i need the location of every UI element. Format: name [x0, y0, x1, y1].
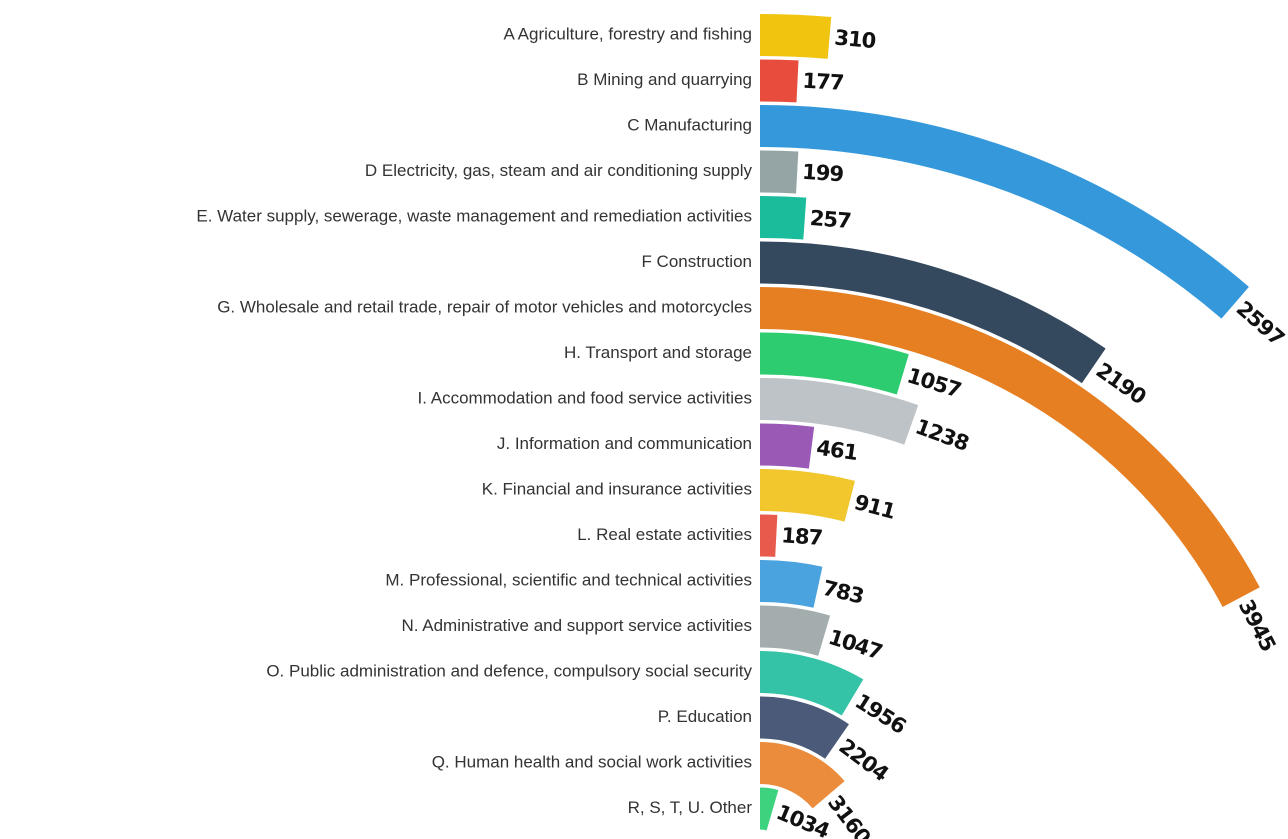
category-label: G. Wholesale and retail trade, repair of… — [217, 297, 752, 316]
category-label: M. Professional, scientific and technica… — [385, 570, 752, 589]
category-label: O. Public administration and defence, co… — [266, 661, 752, 680]
value-label: 461 — [815, 436, 859, 465]
category-label: K. Financial and insurance activities — [482, 479, 752, 498]
bar — [760, 150, 799, 194]
bar — [760, 196, 807, 240]
value-label: 187 — [781, 523, 823, 550]
value-label: 2204 — [834, 734, 892, 786]
bar — [760, 560, 823, 608]
category-label: N. Administrative and support service ac… — [401, 616, 752, 635]
bar — [760, 787, 779, 831]
category-label: F Construction — [641, 252, 752, 271]
bar — [760, 605, 831, 656]
value-label: 177 — [802, 69, 844, 95]
category-label: Q. Human health and social work activiti… — [432, 752, 752, 771]
bar — [760, 14, 832, 59]
value-label: 2597 — [1232, 296, 1288, 350]
value-label: 1238 — [912, 414, 972, 455]
category-label: P. Education — [658, 707, 752, 726]
value-label: 1047 — [826, 625, 885, 664]
category-label: B Mining and quarrying — [577, 70, 752, 89]
value-label: 3160 — [823, 791, 875, 839]
value-label: 1956 — [851, 689, 910, 739]
bar — [760, 59, 799, 103]
bar — [760, 287, 1260, 607]
category-label: J. Information and communication — [497, 434, 752, 453]
category-label: H. Transport and storage — [564, 343, 752, 362]
value-label: 257 — [809, 206, 852, 233]
value-label: 1057 — [904, 363, 963, 402]
value-label: 911 — [852, 490, 898, 524]
bar — [760, 696, 849, 759]
category-label: D Electricity, gas, steam and air condit… — [365, 161, 753, 180]
bar — [760, 514, 778, 557]
value-label: 783 — [820, 576, 865, 609]
bar — [760, 378, 919, 445]
bar — [760, 650, 864, 716]
category-label: R, S, T, U. Other — [628, 798, 753, 817]
category-label: C Manufacturing — [627, 115, 752, 134]
value-label: 199 — [801, 160, 844, 187]
bar — [760, 469, 855, 522]
value-label: 3945 — [1234, 596, 1281, 656]
bar — [760, 241, 1106, 384]
value-label: 310 — [833, 25, 876, 53]
category-label: I. Accommodation and food service activi… — [418, 388, 753, 407]
bar — [760, 742, 845, 809]
category-label: E. Water supply, sewerage, waste managem… — [196, 206, 752, 225]
bar — [760, 332, 909, 395]
category-label: L. Real estate activities — [577, 525, 752, 544]
bar — [760, 423, 815, 469]
bar — [760, 105, 1249, 319]
category-label: A Agriculture, forestry and fishing — [503, 24, 752, 43]
